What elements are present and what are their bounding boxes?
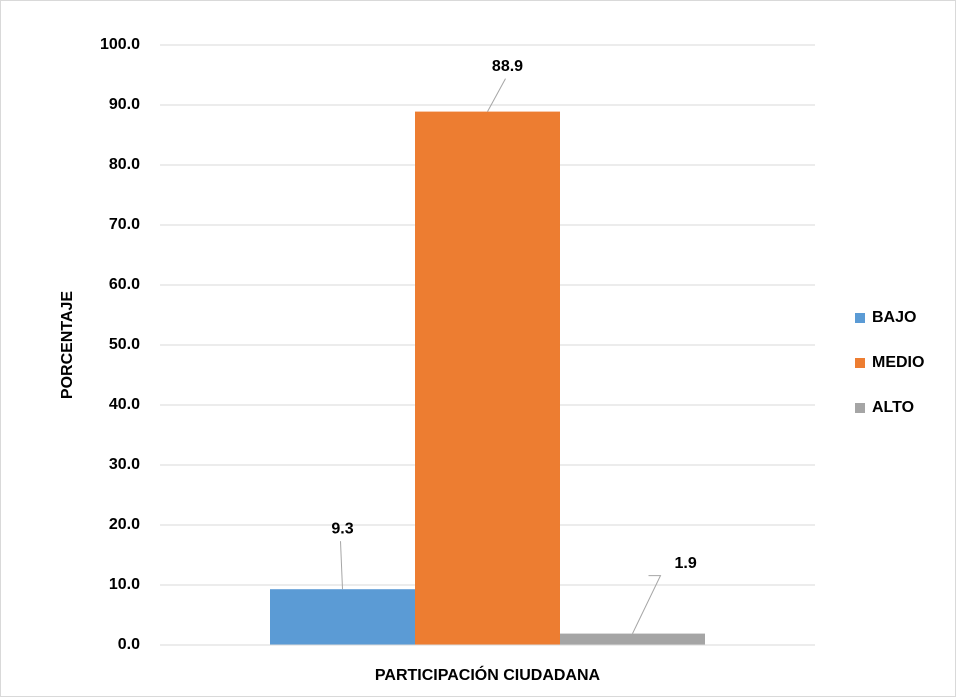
y-tick-label: 20.0 (109, 516, 140, 533)
bar (560, 633, 705, 645)
y-tick-label: 100.0 (100, 36, 140, 53)
leader-line (487, 78, 506, 112)
data-label: 9.3 (331, 520, 353, 537)
data-label: 1.9 (675, 555, 697, 572)
legend-swatch (855, 358, 865, 368)
y-tick-label: 90.0 (109, 96, 140, 113)
y-tick-label: 50.0 (109, 336, 140, 353)
legend-label: BAJO (872, 309, 916, 326)
y-tick-label: 10.0 (109, 576, 140, 593)
legend-swatch (855, 313, 865, 323)
y-tick-label: 80.0 (109, 156, 140, 173)
bar (415, 111, 560, 646)
y-axis-label: PORCENTAJE (59, 291, 76, 399)
x-tick-label: PARTICIPACIÓN CIUDADANA (375, 665, 601, 684)
y-tick-label: 60.0 (109, 276, 140, 293)
leader-line (632, 575, 662, 634)
leader-line (340, 541, 343, 590)
y-tick-label: 30.0 (109, 456, 140, 473)
data-label: 88.9 (492, 58, 523, 75)
legend-swatch (855, 403, 865, 413)
y-tick-label: 70.0 (109, 216, 140, 233)
bar (270, 589, 415, 645)
legend-label: ALTO (872, 399, 914, 416)
y-tick-label: 0.0 (118, 636, 140, 653)
y-tick-label: 40.0 (109, 396, 140, 413)
legend-label: MEDIO (872, 354, 924, 371)
